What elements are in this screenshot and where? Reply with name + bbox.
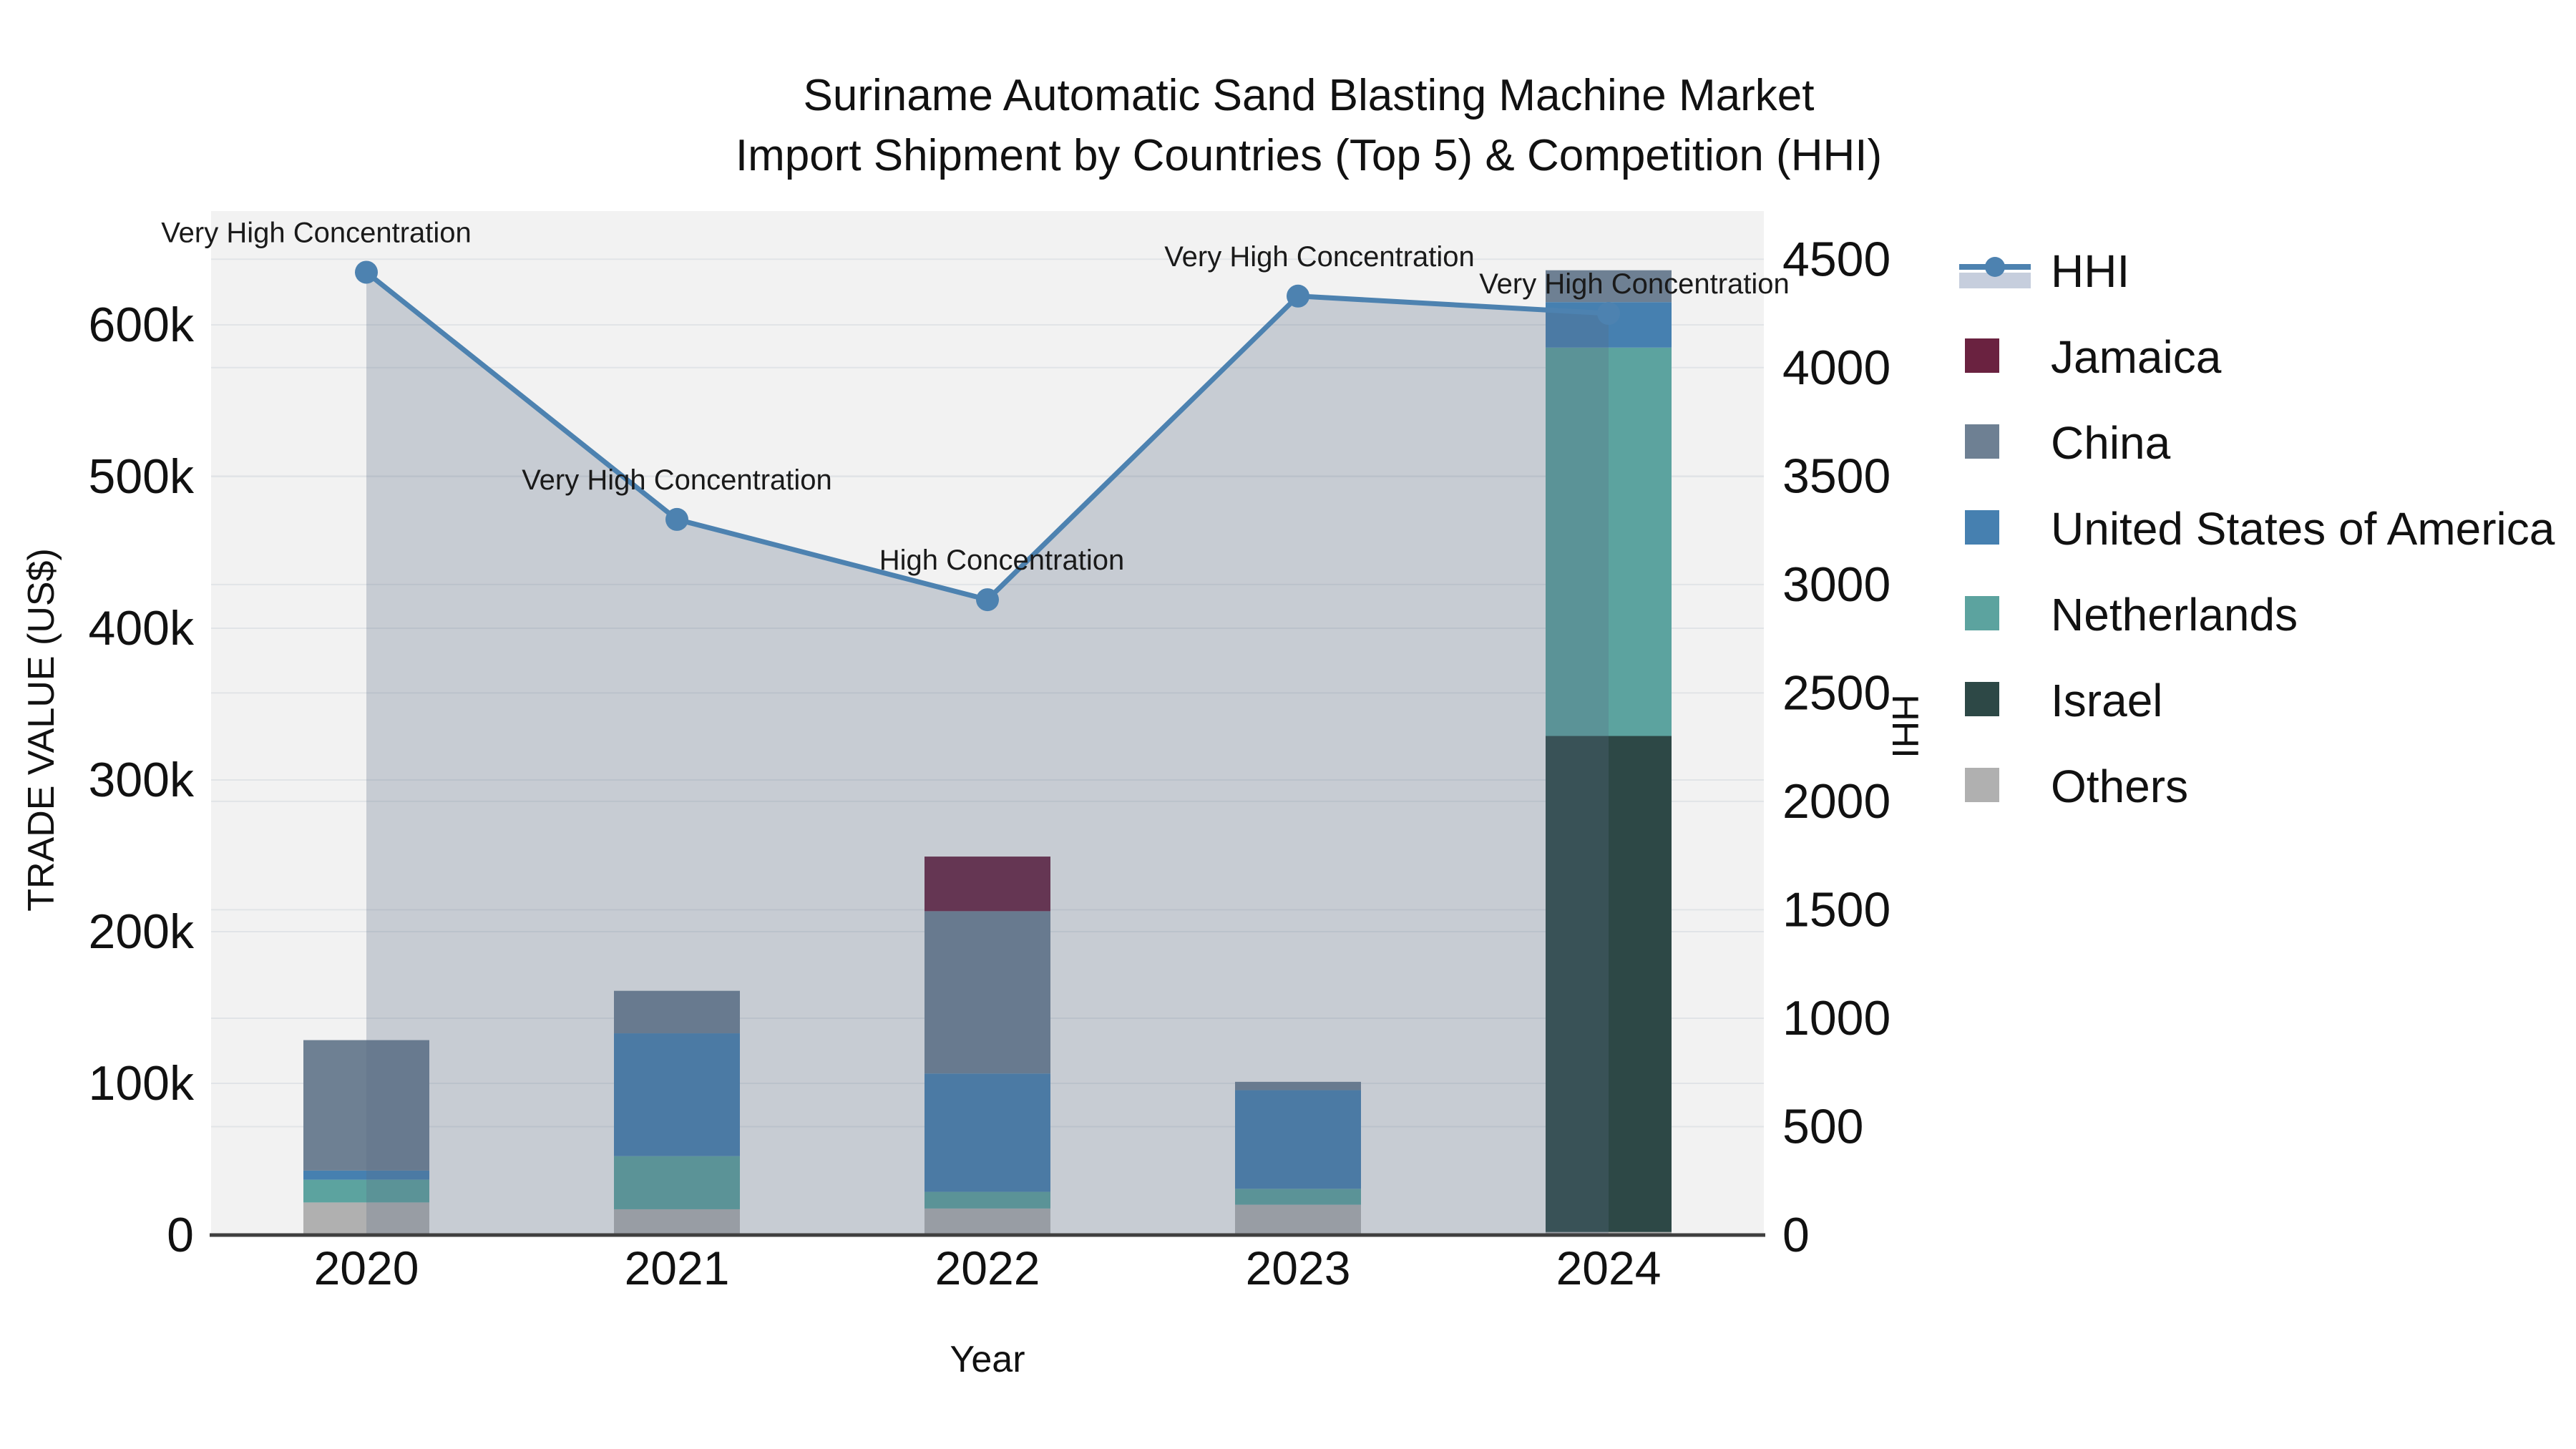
legend-swatch-icon	[1959, 596, 2031, 633]
bar-segment-israel-2024[interactable]	[1546, 736, 1672, 1232]
legend-swatch-icon	[1959, 510, 2031, 547]
legend-label-china: China	[2051, 417, 2171, 469]
left-axis-title: TRADE VALUE (US$)	[21, 548, 62, 912]
x-tick-label-2024: 2024	[1556, 1241, 1662, 1294]
bar-segment-jamaica-2022[interactable]	[924, 857, 1050, 912]
annotation-2024: Very High Concentration	[1479, 268, 1790, 300]
x-tick-label-2022: 2022	[935, 1241, 1040, 1294]
legend: HHI Jamaica China United States of America N…	[1959, 244, 2555, 845]
legend-item-jamaica[interactable]: Jamaica	[1959, 330, 2555, 384]
legend-item-netherlands[interactable]: Netherlands	[1959, 587, 2555, 642]
right-axis-title: HHI	[1884, 694, 1926, 758]
x-tick-label-2020: 2020	[314, 1241, 419, 1294]
bar-segment-united-states-of-america-2023[interactable]	[1235, 1090, 1361, 1189]
right-tick-label: 1500	[1782, 882, 1890, 937]
hhi-marker-2023[interactable]	[1287, 284, 1309, 308]
bar-segment-others-2021[interactable]	[614, 1209, 740, 1235]
legend-label-united-states-of-america: United States of America	[2051, 503, 2555, 555]
left-tick-label: 500k	[89, 449, 195, 504]
bar-segment-united-states-of-america-2021[interactable]	[614, 1033, 740, 1156]
legend-item-hhi[interactable]: HHI	[1959, 244, 2555, 298]
bar-segment-netherlands-2020[interactable]	[303, 1179, 429, 1203]
left-tick-label: 600k	[89, 298, 195, 352]
right-tick-label: 3000	[1782, 557, 1890, 612]
left-tick-label: 300k	[89, 753, 195, 807]
left-tick-label: 0	[167, 1208, 194, 1262]
hhi-legend-glyph-icon	[1959, 253, 2031, 290]
right-tick-label: 500	[1782, 1099, 1863, 1153]
bar-segment-netherlands-2021[interactable]	[614, 1156, 740, 1209]
right-tick-label: 4500	[1782, 232, 1890, 286]
x-axis-title: Year	[950, 1339, 1025, 1380]
bar-segment-china-2024[interactable]	[1546, 270, 1672, 303]
annotation-2020: Very High Concentration	[161, 217, 472, 248]
legend-swatch-icon	[1959, 682, 2031, 719]
x-tick-label-2021: 2021	[625, 1241, 730, 1294]
legend-label-hhi: HHI	[2051, 245, 2130, 297]
legend-label-israel: Israel	[2051, 675, 2163, 726]
legend-item-united-states-of-america[interactable]: United States of America	[1959, 502, 2555, 556]
right-tick-label: 4000	[1782, 341, 1890, 395]
left-tick-label: 100k	[89, 1056, 195, 1111]
bar-segment-united-states-of-america-2020[interactable]	[303, 1170, 429, 1180]
left-tick-label: 400k	[89, 601, 195, 655]
hhi-marker-2022[interactable]	[976, 588, 999, 612]
legend-item-israel[interactable]: Israel	[1959, 673, 2555, 728]
bar-segment-netherlands-2022[interactable]	[924, 1191, 1050, 1209]
chart-title-line1: Suriname Automatic Sand Blasting Machine…	[803, 71, 1815, 120]
bar-segment-china-2020[interactable]	[303, 1040, 429, 1171]
left-tick-label: 200k	[89, 904, 195, 959]
legend-swatch-icon	[1959, 338, 2031, 376]
right-tick-label: 0	[1782, 1208, 1810, 1262]
bar-segment-china-2021[interactable]	[614, 990, 740, 1034]
legend-swatch-icon	[1959, 768, 2031, 805]
legend-swatch-icon	[1959, 424, 2031, 462]
legend-item-china[interactable]: China	[1959, 416, 2555, 470]
legend-label-others: Others	[2051, 761, 2189, 812]
bar-segment-china-2023[interactable]	[1235, 1081, 1361, 1091]
annotation-2021: Very High Concentration	[522, 464, 832, 496]
chart-title-line2: Import Shipment by Countries (Top 5) & C…	[735, 131, 1883, 180]
right-tick-label: 3500	[1782, 449, 1890, 503]
bar-segment-united-states-of-america-2022[interactable]	[924, 1073, 1050, 1192]
bar-segment-others-2023[interactable]	[1235, 1204, 1361, 1235]
bar-segment-netherlands-2023[interactable]	[1235, 1189, 1361, 1205]
hhi-marker-2024[interactable]	[1597, 302, 1620, 326]
legend-label-jamaica: Jamaica	[2051, 331, 2222, 383]
right-tick-label: 2000	[1782, 774, 1890, 829]
bar-segment-netherlands-2024[interactable]	[1546, 347, 1672, 736]
right-tick-label: 1000	[1782, 991, 1890, 1045]
x-tick-label-2023: 2023	[1246, 1241, 1351, 1294]
hhi-area-fill	[366, 272, 1609, 1235]
hhi-marker-2020[interactable]	[355, 260, 378, 284]
legend-item-others[interactable]: Others	[1959, 759, 2555, 814]
bar-segment-others-2020[interactable]	[303, 1202, 429, 1235]
legend-label-netherlands: Netherlands	[2051, 589, 2298, 640]
hhi-marker-2021[interactable]	[665, 507, 688, 531]
bar-segment-others-2022[interactable]	[924, 1208, 1050, 1235]
bar-segment-china-2022[interactable]	[924, 911, 1050, 1074]
annotation-2023: Very High Concentration	[1164, 241, 1475, 273]
right-tick-label: 2500	[1782, 665, 1890, 720]
chart-title: Suriname Automatic Sand Blasting Machine…	[736, 66, 1882, 186]
annotation-2022: High Concentration	[879, 545, 1124, 576]
